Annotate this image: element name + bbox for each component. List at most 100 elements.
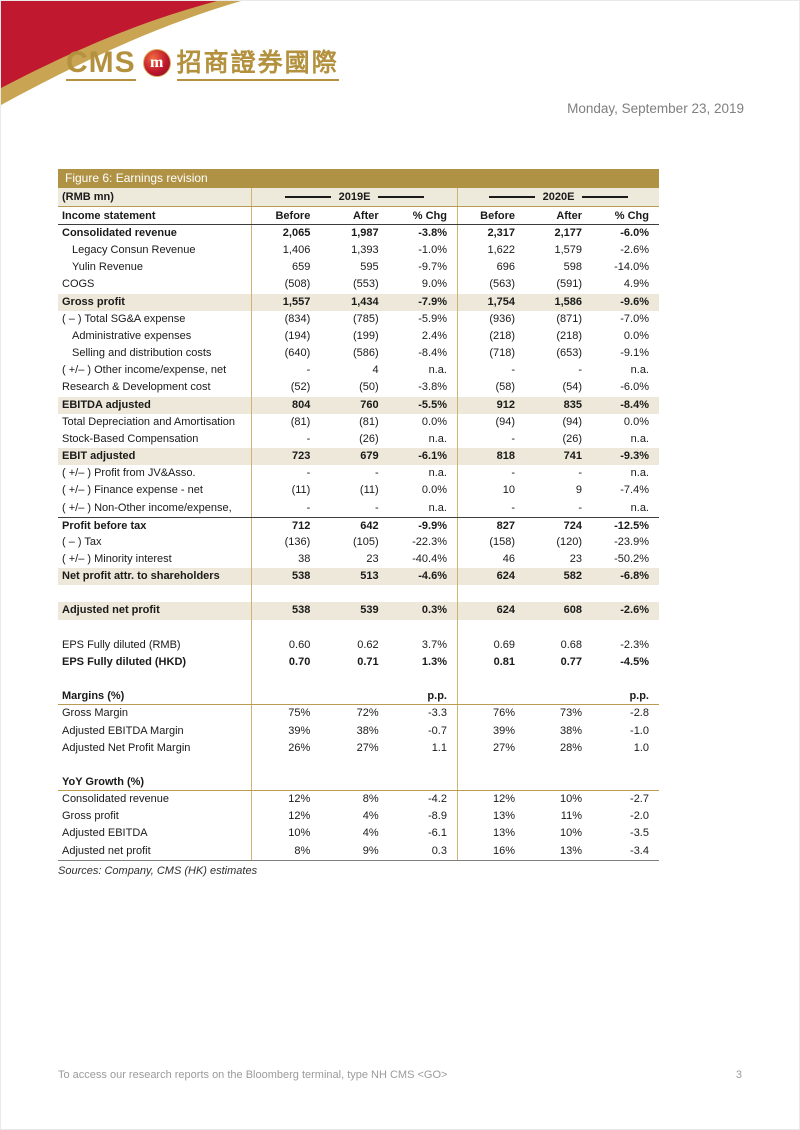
row-label: Research & Development cost: [62, 381, 211, 394]
cell-value: [252, 757, 320, 774]
table-row: Adjusted EBITDA Margin 39% 38% -0.7 39% 38% -1…: [58, 722, 659, 740]
row-label: Gross Margin: [62, 707, 129, 720]
table-unit-row: (RMB mn) 2019E 2020E: [58, 188, 659, 207]
row-label: EPS Fully diluted (RMB): [62, 638, 181, 651]
header-cell: % Chg: [614, 210, 649, 222]
cell-value: -: [306, 364, 311, 377]
cell-value: (785): [352, 312, 379, 325]
cell-value: 539: [360, 604, 379, 617]
cell-value: 0.71: [357, 655, 379, 668]
cell-value: -9.7%: [418, 261, 447, 274]
cell-value: [252, 688, 320, 704]
cell-value: -2.3%: [620, 638, 649, 651]
corner-decoration: [1, 1, 241, 105]
cell-value: n.a.: [630, 432, 649, 445]
cell-value: -: [374, 501, 379, 514]
row-group: 27% 28% 1.0: [457, 739, 659, 757]
cell-value: -2.6%: [620, 604, 649, 617]
cell-value: 624: [496, 604, 515, 617]
cell-value: 4: [372, 364, 379, 377]
row-group: (158) (120) -23.9%: [457, 533, 659, 551]
cell-value: 27%: [492, 741, 515, 754]
cell-value: 712: [291, 519, 311, 532]
row-group: (58) (54) -6.0%: [457, 379, 659, 397]
row-label: Stock-Based Compensation: [62, 432, 199, 445]
cell-value: (105): [352, 535, 379, 548]
row-group: [457, 671, 659, 689]
row-group: [251, 756, 457, 774]
row-group: (640) (586) -8.4%: [251, 345, 457, 363]
table-row: Margins (%) p.p. p.p.: [58, 688, 659, 706]
cell-value: 4%: [362, 810, 379, 823]
header-group: Before After % Chg: [457, 207, 659, 224]
row-label: Gross profit: [62, 810, 119, 823]
cell-value: 38: [298, 552, 311, 565]
table-row: Legacy Consun Revenue 1,406 1,393 -1.0% 1,62…: [58, 242, 659, 260]
row-group: (94) (94) 0.0%: [457, 413, 659, 431]
cell-value: [592, 671, 659, 688]
table-row: Gross Margin 75% 72% -3.3 76% 73% -2.8: [58, 705, 659, 723]
dash-line: [582, 196, 629, 198]
cell-value: 10%: [288, 827, 311, 840]
cell-value: 46: [502, 552, 515, 565]
cell-value: -: [306, 467, 311, 480]
cell-value: -: [511, 364, 515, 377]
cell-value: [525, 688, 592, 704]
cell-value: [458, 671, 525, 688]
cell-value: [389, 757, 457, 774]
cell-value: [320, 774, 388, 790]
row-group: 827 724 -12.5%: [457, 517, 659, 534]
cell-value: 624: [496, 570, 515, 583]
cell-value: 2.4%: [421, 329, 447, 342]
row-group: - 4 n.a.: [251, 362, 457, 380]
row-group: 1,754 1,586 -9.6%: [457, 293, 659, 311]
cell-value: 538: [291, 570, 311, 583]
cell-value: [592, 774, 659, 790]
cell-value: (26): [359, 432, 379, 445]
row-group: 0.81 0.77 -4.5%: [457, 653, 659, 672]
cell-value: (11): [359, 484, 379, 497]
row-group: 26% 27% 1.1: [251, 739, 457, 757]
row-group: (136) (105) -22.3%: [251, 533, 457, 551]
cell-value: -4.2: [428, 793, 447, 806]
cell-value: 16%: [492, 844, 515, 857]
cell-value: n.a.: [630, 501, 649, 514]
table-row: ( +/– ) Other income/expense, net -4 n.a. -…: [58, 362, 659, 380]
cell-value: (834): [284, 312, 311, 325]
row-group: 46 23 -50.2%: [457, 550, 659, 569]
cell-value: 8%: [362, 793, 379, 806]
cell-value: 723: [291, 450, 311, 463]
cell-value: 9: [575, 484, 582, 497]
row-group: 712 642 -9.9%: [251, 517, 457, 534]
row-group: 538 513 -4.6%: [251, 568, 457, 586]
row-group: 659 595 -9.7%: [251, 259, 457, 277]
table-row: Administrative expenses (194) (199) 2.4% (21…: [58, 327, 659, 346]
cell-value: -8.4%: [418, 347, 447, 360]
row-group: 1,557 1,434 -7.9%: [251, 293, 457, 311]
cell-value: (508): [284, 278, 311, 291]
cell-value: [458, 774, 525, 790]
cell-value: [389, 585, 457, 602]
row-group: 12% 4% -8.9: [251, 808, 457, 826]
row-label: Consolidated revenue: [62, 793, 170, 806]
cell-value: 23: [366, 552, 379, 565]
cell-value: 23: [569, 552, 582, 565]
cell-value: (591): [556, 278, 582, 291]
cell-value: -8.9: [428, 810, 447, 823]
row-label: EPS Fully diluted (HKD): [62, 655, 187, 668]
row-label: EBIT adjusted: [62, 450, 136, 463]
dash-line: [378, 196, 425, 198]
row-label: Profit before tax: [62, 519, 147, 532]
cell-value: 9.0%: [421, 278, 447, 291]
cell-value: -2.8: [630, 707, 649, 720]
row-group: 39% 38% -0.7: [251, 722, 457, 740]
cell-value: p.p.: [629, 690, 649, 703]
cell-value: (199): [352, 329, 379, 342]
row-group: 818 741 -9.3%: [457, 448, 659, 466]
cell-value: -7.0%: [620, 312, 649, 325]
cell-value: 1,557: [282, 295, 311, 308]
row-label: ( – ) Tax: [62, 535, 102, 548]
row-group: 16% 13% -3.4: [457, 842, 659, 860]
cell-value: -14.0%: [614, 261, 649, 274]
cell-value: 513: [360, 570, 379, 583]
